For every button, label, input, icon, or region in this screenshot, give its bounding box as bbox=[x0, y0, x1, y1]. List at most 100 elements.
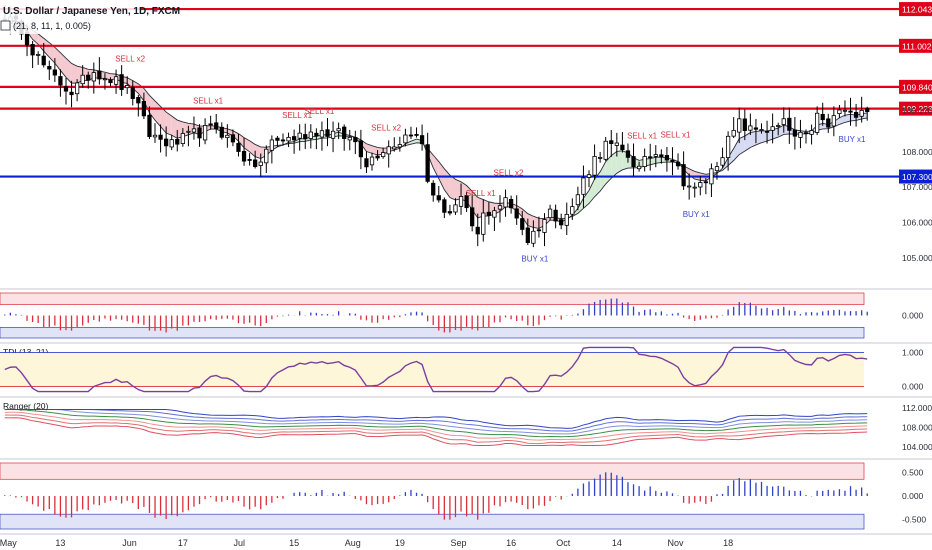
candle-body[interactable] bbox=[164, 138, 169, 147]
candle-body[interactable] bbox=[47, 66, 52, 70]
candle-body[interactable] bbox=[236, 143, 241, 152]
candle-body[interactable] bbox=[414, 134, 419, 136]
candle-body[interactable] bbox=[776, 125, 781, 127]
candle-body[interactable] bbox=[392, 146, 397, 150]
candle-body[interactable] bbox=[36, 53, 41, 56]
candle-body[interactable] bbox=[492, 210, 497, 218]
candle-body[interactable] bbox=[520, 218, 525, 230]
candle-body[interactable] bbox=[497, 205, 503, 210]
candle-body[interactable] bbox=[714, 166, 720, 172]
candle-body[interactable] bbox=[258, 161, 263, 166]
candle-body[interactable] bbox=[564, 213, 569, 226]
candle-body[interactable] bbox=[586, 174, 592, 178]
candle-body[interactable] bbox=[625, 150, 631, 158]
candle-body[interactable] bbox=[180, 133, 185, 144]
candle-body[interactable] bbox=[458, 196, 464, 207]
candle-body[interactable] bbox=[125, 85, 130, 89]
candle-body[interactable] bbox=[431, 182, 436, 196]
candle-body[interactable] bbox=[191, 128, 197, 133]
horizontal-levels[interactable] bbox=[0, 7, 932, 178]
candle-body[interactable] bbox=[264, 148, 269, 164]
candle-body[interactable] bbox=[536, 229, 542, 232]
candle-body[interactable] bbox=[80, 74, 85, 85]
panel-msi[interactable]: MSI (10) bbox=[0, 288, 932, 339]
candle-body[interactable] bbox=[542, 219, 547, 233]
candle-body[interactable] bbox=[865, 108, 870, 112]
candle-body[interactable] bbox=[69, 91, 74, 96]
candle-body[interactable] bbox=[286, 136, 291, 142]
candle-body[interactable] bbox=[453, 204, 458, 213]
candle-body[interactable] bbox=[575, 194, 581, 206]
candle-body[interactable] bbox=[525, 227, 530, 244]
candle-body[interactable] bbox=[720, 157, 725, 166]
price-axis[interactable]: 112.043 111.002 109.840 109.223 107.300 109.1… bbox=[899, 2, 932, 525]
candle-body[interactable] bbox=[369, 156, 375, 166]
candle-body[interactable] bbox=[698, 182, 703, 188]
candle-body[interactable] bbox=[514, 208, 519, 219]
candle-body[interactable] bbox=[570, 206, 575, 215]
candle-body[interactable] bbox=[419, 135, 425, 145]
candle-body[interactable] bbox=[241, 150, 247, 162]
candle-body[interactable] bbox=[781, 118, 786, 125]
candle-body[interactable] bbox=[158, 134, 163, 140]
candle-body[interactable] bbox=[837, 109, 842, 115]
candle-body[interactable] bbox=[30, 44, 35, 56]
candle-body[interactable] bbox=[403, 134, 408, 144]
panel-tdi[interactable]: TDI (13, 21) bbox=[0, 342, 932, 393]
candle-body[interactable] bbox=[547, 208, 553, 219]
candle-body[interactable] bbox=[687, 185, 692, 188]
candle-body[interactable] bbox=[531, 230, 536, 244]
candle-body[interactable] bbox=[97, 70, 102, 80]
candle-body[interactable] bbox=[809, 130, 814, 135]
candle-body[interactable] bbox=[731, 129, 736, 137]
candle-body[interactable] bbox=[436, 195, 441, 201]
candle-body[interactable] bbox=[141, 100, 147, 117]
candle-body[interactable] bbox=[653, 154, 658, 157]
candle-body[interactable] bbox=[230, 134, 236, 143]
candle-body[interactable] bbox=[247, 159, 252, 161]
candle-body[interactable] bbox=[386, 146, 391, 155]
candle-body[interactable] bbox=[553, 209, 558, 222]
candle-body[interactable] bbox=[214, 122, 219, 130]
candle-body[interactable] bbox=[725, 135, 731, 159]
candle-body[interactable] bbox=[314, 132, 319, 137]
candle-body[interactable] bbox=[275, 137, 280, 141]
candle-body[interactable] bbox=[798, 131, 803, 138]
candle-body[interactable] bbox=[325, 129, 330, 137]
candle-body[interactable] bbox=[364, 158, 369, 168]
candle-body[interactable] bbox=[197, 127, 202, 139]
candle-body[interactable] bbox=[692, 186, 697, 189]
candle-body[interactable] bbox=[308, 131, 313, 139]
candle-body[interactable] bbox=[664, 155, 670, 161]
candle-body[interactable] bbox=[481, 212, 486, 235]
candle-body[interactable] bbox=[319, 130, 325, 138]
panel-ranger[interactable]: Ranger (20) bbox=[0, 396, 932, 447]
candle-body[interactable] bbox=[853, 111, 859, 118]
candle-body[interactable] bbox=[581, 177, 586, 195]
panel-mega[interactable]: Idnistrade24 MegaOscillator (13, 8, 21, … bbox=[0, 458, 932, 530]
study-settings-icon[interactable] bbox=[0, 20, 11, 31]
candle-body[interactable] bbox=[792, 129, 798, 137]
candle-body[interactable] bbox=[764, 130, 770, 133]
candle-body[interactable] bbox=[508, 198, 514, 209]
candle-body[interactable] bbox=[609, 140, 614, 145]
candle-body[interactable] bbox=[74, 82, 80, 95]
candle-body[interactable] bbox=[208, 123, 213, 126]
candle-body[interactable] bbox=[347, 136, 352, 141]
candle-body[interactable] bbox=[119, 74, 124, 90]
candle-body[interactable] bbox=[614, 142, 619, 146]
candle-body[interactable] bbox=[603, 140, 608, 160]
candle-body[interactable] bbox=[186, 130, 191, 133]
candle-body[interactable] bbox=[464, 195, 469, 209]
study-legend[interactable]: (21, 8, 11, 1, 0.005) bbox=[0, 20, 91, 31]
candle-body[interactable] bbox=[820, 113, 825, 121]
candle-body[interactable] bbox=[24, 31, 30, 46]
candle-body[interactable] bbox=[709, 168, 714, 185]
candle-body[interactable] bbox=[397, 144, 402, 148]
candle-body[interactable] bbox=[63, 86, 69, 92]
candle-body[interactable] bbox=[219, 126, 224, 138]
candle-body[interactable] bbox=[447, 211, 453, 214]
candle-body[interactable] bbox=[58, 76, 63, 86]
candle-body[interactable] bbox=[169, 139, 174, 148]
